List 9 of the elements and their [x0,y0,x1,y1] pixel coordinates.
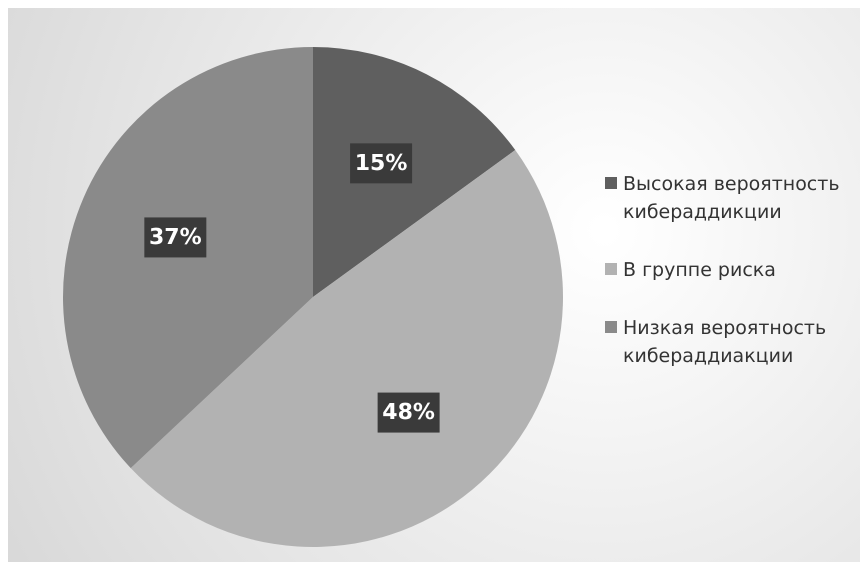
pie-slice [313,47,516,297]
data-label: 48% [382,400,435,426]
pie-slice [130,150,563,547]
legend-label: В группе риска [623,258,776,283]
data-label: 37% [149,224,202,250]
legend-label: Высокая вероятность кибераддикции [623,172,841,225]
pie-slice [63,47,313,468]
data-label: 15% [354,150,408,176]
legend-label: Низкая вероятность кибераддиакции [623,316,828,369]
